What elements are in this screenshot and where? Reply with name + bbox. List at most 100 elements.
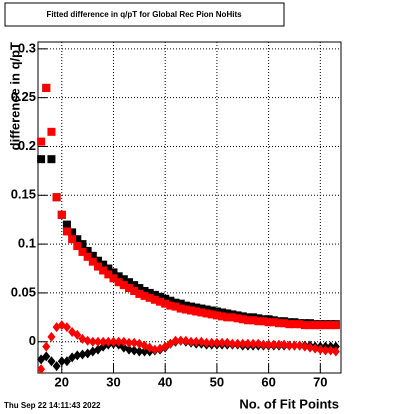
square-marker bbox=[192, 307, 201, 316]
square-marker bbox=[176, 304, 185, 313]
diamond-marker bbox=[73, 350, 82, 361]
square-marker bbox=[166, 296, 175, 305]
diamond-marker bbox=[228, 338, 237, 349]
square-marker bbox=[130, 281, 139, 290]
x-tick-label: 70 bbox=[313, 374, 327, 389]
diamond-marker bbox=[238, 338, 247, 349]
square-marker bbox=[269, 318, 278, 327]
diamond-marker bbox=[62, 322, 71, 333]
square-marker bbox=[295, 320, 304, 329]
diamond-marker bbox=[285, 340, 294, 351]
square-marker bbox=[207, 310, 216, 319]
square-marker bbox=[176, 299, 185, 308]
x-tick-label: 20 bbox=[55, 374, 69, 389]
diamond-marker bbox=[254, 338, 263, 349]
square-marker bbox=[150, 290, 159, 299]
diamond-marker bbox=[280, 339, 289, 350]
square-marker bbox=[259, 317, 268, 326]
diamond-marker bbox=[140, 346, 149, 357]
diamond-marker bbox=[212, 337, 221, 348]
square-marker bbox=[83, 252, 92, 261]
square-marker bbox=[88, 251, 97, 260]
square-marker bbox=[93, 262, 102, 271]
square-marker bbox=[104, 270, 113, 279]
diamond-marker bbox=[42, 351, 51, 362]
square-marker bbox=[249, 316, 258, 325]
diamond-marker bbox=[197, 336, 206, 347]
diamond-marker bbox=[300, 341, 309, 352]
diamond-marker bbox=[93, 336, 102, 347]
square-marker bbox=[145, 293, 154, 302]
diamond-marker bbox=[125, 344, 134, 355]
square-marker bbox=[140, 286, 149, 295]
diamond-marker bbox=[311, 343, 320, 354]
diamond-marker bbox=[114, 336, 123, 347]
diamond-marker bbox=[83, 335, 92, 346]
square-marker bbox=[285, 320, 294, 329]
square-marker bbox=[331, 321, 340, 330]
square-marker bbox=[161, 299, 170, 308]
square-marker bbox=[326, 321, 335, 330]
diamond-marker bbox=[305, 342, 314, 353]
square-marker bbox=[171, 302, 180, 311]
square-marker bbox=[52, 193, 61, 202]
diamond-marker bbox=[119, 336, 128, 347]
diamond-marker bbox=[171, 335, 180, 346]
square-marker bbox=[119, 281, 128, 290]
square-marker bbox=[140, 291, 149, 300]
plot-frame bbox=[37, 41, 342, 374]
x-tick-label: 60 bbox=[261, 374, 275, 389]
y-tick-label: 0.15 bbox=[11, 187, 36, 202]
diamond-marker bbox=[233, 338, 242, 349]
square-marker bbox=[99, 266, 108, 275]
diamond-marker bbox=[78, 349, 87, 360]
diamond-marker bbox=[47, 331, 56, 342]
square-marker bbox=[68, 235, 77, 244]
diamond-marker bbox=[150, 344, 159, 355]
square-marker bbox=[109, 274, 118, 283]
diamond-marker bbox=[52, 361, 61, 372]
square-marker bbox=[156, 297, 165, 306]
chart-title: Fitted difference in q/pT for Global Rec… bbox=[46, 10, 242, 19]
square-marker bbox=[212, 311, 221, 320]
square-marker bbox=[42, 83, 51, 92]
diamond-marker bbox=[181, 335, 190, 346]
square-marker bbox=[93, 256, 102, 265]
y-tick-label: 0.2 bbox=[18, 138, 36, 153]
square-marker bbox=[83, 246, 92, 255]
y-axis-label: difference in q/pT bbox=[7, 42, 22, 150]
diamond-marker bbox=[326, 345, 335, 356]
x-axis-label: No. of Fit Points bbox=[239, 396, 339, 411]
square-marker bbox=[37, 155, 46, 164]
square-marker bbox=[130, 286, 139, 295]
diamond-marker bbox=[130, 345, 139, 356]
square-marker bbox=[181, 305, 190, 314]
square-marker bbox=[78, 247, 87, 256]
title-box bbox=[4, 2, 285, 27]
diamond-marker bbox=[274, 339, 283, 350]
square-marker bbox=[68, 228, 77, 237]
square-marker bbox=[114, 278, 123, 287]
diamond-marker bbox=[202, 337, 211, 348]
diamond-marker bbox=[218, 337, 227, 348]
square-marker bbox=[316, 321, 325, 330]
square-marker bbox=[223, 313, 232, 322]
diamond-marker bbox=[104, 336, 113, 347]
diamond-marker bbox=[290, 340, 299, 351]
diamond-marker bbox=[243, 338, 252, 349]
diamond-marker bbox=[269, 339, 278, 350]
diamond-marker bbox=[321, 345, 330, 356]
diamond-marker bbox=[37, 364, 46, 375]
diamond-marker bbox=[331, 346, 340, 357]
diamond-marker bbox=[62, 356, 71, 367]
square-marker bbox=[135, 284, 144, 293]
square-marker bbox=[145, 288, 154, 297]
square-marker bbox=[166, 301, 175, 310]
diamond-marker bbox=[316, 344, 325, 355]
square-marker bbox=[125, 278, 134, 287]
x-tick-label: 40 bbox=[158, 374, 172, 389]
diamond-marker bbox=[99, 336, 108, 347]
diamond-marker bbox=[125, 337, 134, 348]
diamond-marker bbox=[57, 356, 66, 367]
